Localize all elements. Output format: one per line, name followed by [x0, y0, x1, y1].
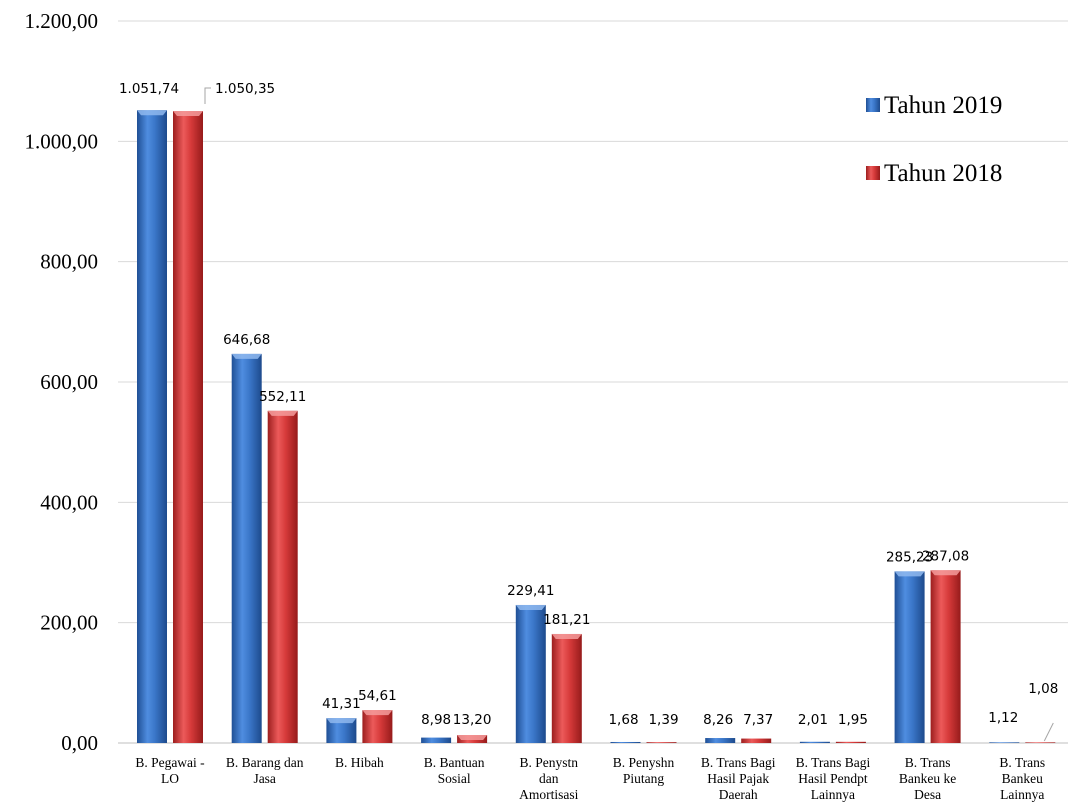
bar-2019: [421, 737, 452, 743]
data-label: 1,08: [1028, 681, 1058, 697]
x-tick-label: B. Bantuan Sosial: [424, 755, 485, 786]
bar-2018: [267, 410, 298, 743]
data-label: 285,23: [886, 549, 933, 565]
bar-cap: [362, 710, 393, 716]
y-tick-label: 400,00: [40, 490, 98, 514]
bar-cap: [137, 110, 167, 116]
data-label: 8,26: [703, 712, 733, 728]
y-tick-label: 600,00: [40, 370, 98, 394]
data-label: 2,01: [798, 712, 828, 728]
leader-line: [204, 87, 211, 104]
x-tick-label: B. Pegawai -LO: [135, 755, 205, 786]
bar-2019: [515, 604, 546, 743]
bar-cap: [894, 571, 925, 577]
bar-cap: [930, 570, 961, 576]
bar-cap: [173, 111, 203, 117]
data-label: 1,95: [838, 712, 868, 728]
x-tick-label: B. Trans Bankeu Lainnya: [999, 755, 1045, 802]
leader-line: [1043, 722, 1054, 742]
y-tick-label: 800,00: [40, 250, 98, 274]
x-tick-label: B. Hibah: [335, 755, 384, 770]
bar-2019: [989, 742, 1020, 743]
bar-2019: [894, 571, 925, 743]
y-tick-label: 1.000,00: [25, 129, 99, 153]
bar-2018: [551, 633, 582, 743]
bar-2018: [741, 738, 772, 743]
x-tick-label: B. Barang dan Jasa: [226, 755, 304, 786]
bar-2018: [173, 111, 203, 743]
data-label: 1,68: [608, 712, 638, 728]
bar-2019: [610, 741, 641, 743]
bar-2019: [137, 110, 167, 743]
data-label: 41,31: [322, 696, 361, 712]
data-labels: 1.051,74 646,68 41,31 8,98 229,41 1,68 8,26 2,0…: [119, 81, 1058, 742]
data-label: 1.051,74: [119, 81, 179, 97]
bar-cap: [267, 410, 298, 416]
y-tick-label: 200,00: [40, 611, 98, 635]
bar-cap: [231, 353, 262, 359]
data-label: 54,61: [358, 688, 397, 704]
legend-label-2019: Tahun 2019: [884, 92, 1002, 119]
legend-swatch-2019: [866, 98, 880, 112]
bar-2018: [835, 741, 866, 743]
bar-cap: [326, 718, 357, 724]
bar-2018: [930, 570, 961, 743]
legend: Tahun 2019 Tahun 2018: [866, 92, 1002, 187]
bars: [137, 110, 1056, 743]
y-axis-ticks: 0,00 200,00 400,00 600,00 800,00 1.000,00 1.20…: [25, 9, 99, 755]
data-label: 552,11: [259, 389, 306, 405]
bar-2018: [646, 742, 677, 743]
data-label: 229,41: [507, 583, 554, 599]
bar-2018: [1025, 742, 1056, 743]
data-label: 8,98: [421, 712, 451, 728]
data-label: 7,37: [743, 712, 773, 728]
bar-2019: [705, 738, 736, 743]
y-tick-label: 1.200,00: [25, 9, 99, 33]
data-label: 13,20: [453, 712, 492, 728]
data-label: 1.050,35: [215, 81, 275, 97]
data-label: 287,08: [922, 548, 969, 564]
data-label: 181,21: [543, 612, 590, 628]
bar-2019: [231, 353, 262, 743]
data-label: 1,39: [648, 712, 678, 728]
x-tick-label: B. Penystn dan Amortisasi: [519, 755, 578, 802]
legend-label-2018: Tahun 2018: [884, 160, 1002, 187]
bar-2018: [362, 710, 393, 743]
x-tick-label: B. Trans Bankeu ke Desa: [899, 755, 956, 802]
x-tick-label: B. Penyshn Piutang: [613, 755, 675, 786]
bar-cap: [457, 735, 488, 741]
x-tick-label: B. Trans Bagi Hasil Pajak Daerah: [701, 755, 776, 802]
bar-cap: [551, 633, 582, 639]
legend-swatch-2018: [866, 166, 880, 180]
x-axis-ticks: B. Pegawai -LO B. Barang dan Jasa B. Hibah B…: [135, 755, 1045, 802]
x-tick-label: B. Trans Bagi Hasil Pendpt Lainnya: [796, 755, 871, 802]
bar-cap: [515, 604, 546, 610]
y-tick-label: 0,00: [61, 731, 98, 755]
data-label: 1,12: [988, 710, 1018, 726]
data-label: 646,68: [223, 332, 270, 348]
bar-2019: [799, 741, 830, 743]
